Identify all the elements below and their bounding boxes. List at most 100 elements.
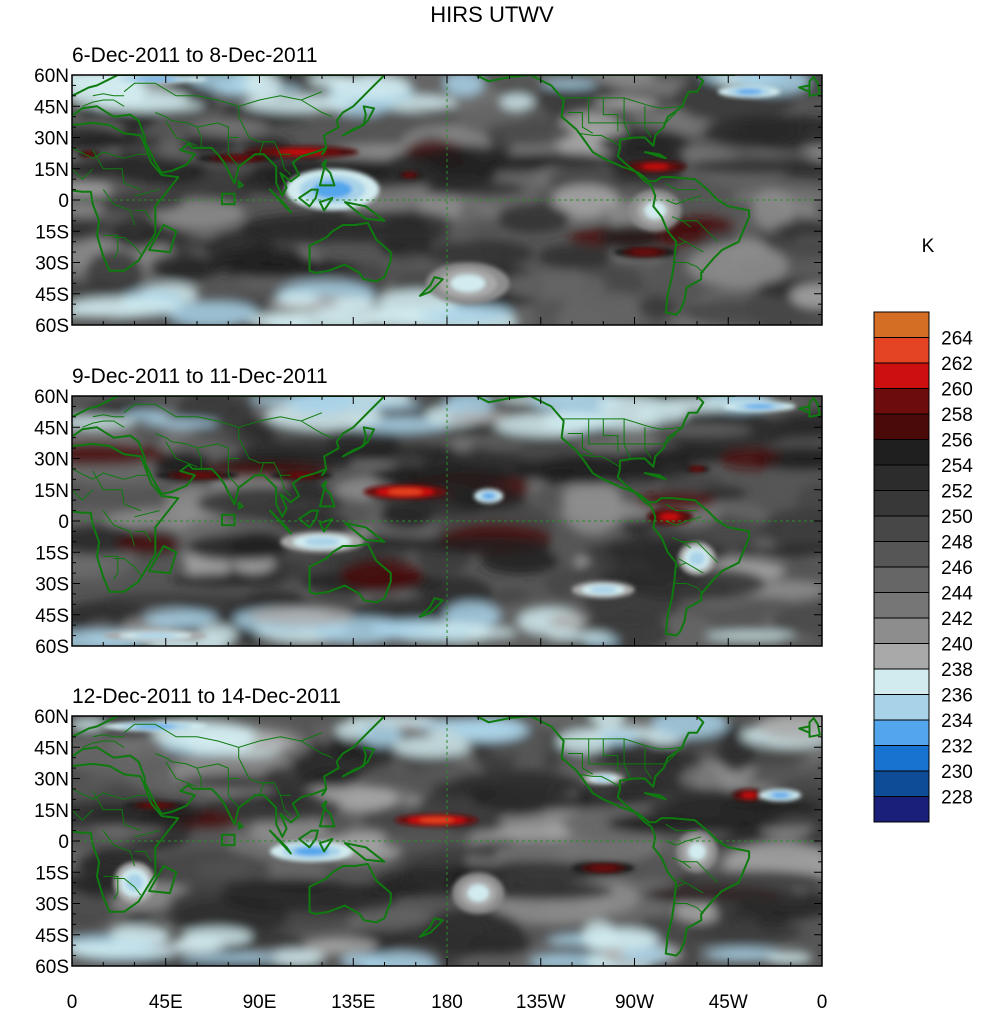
lat-tick-label: 45N <box>34 738 69 759</box>
coastline <box>318 480 336 508</box>
country-border <box>227 458 240 489</box>
texture-blob <box>339 953 385 966</box>
colorbar-level-label: 258 <box>941 405 973 426</box>
coastline <box>321 146 328 156</box>
panel-3-plot: 60N 45N 30N 15N 0 15S 30S 45S 60S <box>34 707 823 978</box>
colorbar-box <box>873 719 930 746</box>
country-border <box>300 99 333 118</box>
axis-ticks <box>71 395 823 647</box>
coastline <box>341 426 376 458</box>
texture-blob <box>644 884 786 905</box>
texture-blob <box>168 300 258 325</box>
texture-blob <box>72 943 130 953</box>
lat-tick-label: 45S <box>35 285 69 306</box>
coastlines <box>72 75 821 316</box>
country-border <box>665 823 697 832</box>
country-border <box>651 112 677 124</box>
country-border <box>155 112 218 128</box>
colorbar-box <box>873 388 930 415</box>
texture-blob <box>172 937 225 953</box>
texture-blob <box>561 481 622 512</box>
lat-tick-label: 45S <box>35 926 69 947</box>
panel-2: 9-Dec-2011 to 11-Dec-2011 60N 45N 30N 15N 0 1… <box>34 365 823 658</box>
country-border <box>92 790 141 832</box>
country-border <box>72 786 125 800</box>
country-border <box>134 209 152 222</box>
country-border <box>671 537 692 549</box>
dry-anomaly-7 <box>590 586 617 594</box>
lat-tick-label: 60S <box>35 316 69 337</box>
country-border <box>674 262 704 274</box>
texture-blob <box>537 244 613 269</box>
dry-anomaly-9 <box>771 792 790 798</box>
country-border <box>567 753 594 775</box>
texture-blob <box>248 606 354 627</box>
colorbar-box <box>873 617 930 644</box>
texture-blob <box>486 789 555 817</box>
country-border <box>134 530 152 543</box>
panel-2-plot: 60N 45N 30N 15N 0 15S 30S 45S 60S <box>34 387 823 658</box>
colorbar-level-label: 250 <box>941 507 973 528</box>
texture-blob <box>693 408 769 427</box>
country-border <box>123 794 150 800</box>
texture-blob <box>774 220 822 238</box>
texture-blob <box>596 396 663 414</box>
colorbar-box <box>873 745 930 772</box>
texture-blob <box>593 97 659 109</box>
colorbar-level-label: 244 <box>941 584 973 605</box>
texture-blob <box>278 293 319 306</box>
texture-blob <box>148 850 272 889</box>
country-border <box>259 141 291 155</box>
country-border <box>134 510 160 518</box>
country-border <box>651 433 677 445</box>
texture-blob <box>72 307 152 317</box>
lat-tick-label: 15S <box>35 222 69 243</box>
country-border <box>678 558 704 574</box>
colorbar-box <box>873 770 930 797</box>
axis-ticks <box>71 715 823 967</box>
texture-blob <box>429 778 582 797</box>
country-border <box>92 414 125 418</box>
texture-blob <box>340 560 423 592</box>
colorbar-box <box>873 796 930 823</box>
colorbar-box <box>873 694 930 721</box>
region-box-marker <box>221 833 236 847</box>
texture-blob <box>552 184 619 214</box>
texture-blob <box>502 271 607 300</box>
colorbar-level-label: 240 <box>941 635 973 656</box>
colorbar-level-label: 236 <box>941 686 973 707</box>
texture-blob <box>620 946 670 963</box>
texture-blob <box>421 908 524 956</box>
country-border <box>671 857 692 869</box>
coastline <box>72 396 386 518</box>
country-border <box>588 418 652 445</box>
country-border <box>102 830 135 867</box>
texture-blob <box>756 716 822 741</box>
warm-anomaly-4 <box>142 803 169 808</box>
panel-1: 6-Dec-2011 to 8-Dec-2011 60N 45N 30N 15N 0 15… <box>34 44 823 337</box>
texture-blob <box>654 397 732 412</box>
coastline <box>418 276 444 297</box>
texture-blob <box>314 885 368 908</box>
texture-blob <box>684 298 809 325</box>
warm-anomaly-6 <box>404 173 415 177</box>
lat-tick-label: 0 <box>58 191 69 212</box>
country-border <box>665 195 702 205</box>
texture-blob <box>490 740 547 758</box>
dry-anomaly-11 <box>689 551 705 566</box>
country-border <box>165 120 198 147</box>
country-border <box>134 189 160 197</box>
lon-tick-label: 135E <box>331 992 375 1013</box>
colorbar-box <box>873 337 930 364</box>
colorbar-box <box>873 592 930 619</box>
country-borders <box>72 82 719 274</box>
country-border <box>134 830 160 838</box>
country-border <box>673 882 687 894</box>
lon-tick-label: 90W <box>615 992 654 1013</box>
texture-blob <box>242 94 354 114</box>
country-border <box>72 489 94 501</box>
texture-blob <box>369 462 513 489</box>
lat-tick-label: 15S <box>35 863 69 884</box>
country-border <box>602 738 619 773</box>
